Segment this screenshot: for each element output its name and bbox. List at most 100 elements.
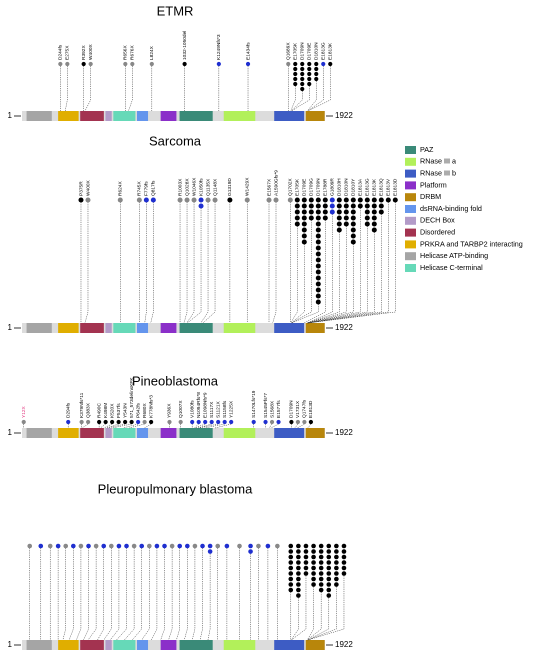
- mutation-dot: [209, 419, 214, 425]
- mutation-dot: [288, 565, 294, 571]
- mutation-dot: [287, 197, 293, 203]
- mutation-dot: [300, 86, 305, 92]
- mutation-dot: [364, 215, 370, 221]
- mutation-head: [162, 543, 167, 549]
- legend-swatch: [405, 240, 416, 249]
- mutation-dot: [322, 209, 328, 215]
- domain-segment: [113, 428, 136, 438]
- axis-end-label: 1922: [335, 111, 353, 120]
- mutation-head: [154, 543, 160, 549]
- mutation-dot: [311, 554, 316, 560]
- mutation-label: E1813V: [386, 178, 392, 196]
- mutation-label: G1319D: [227, 178, 233, 196]
- mutation-dot: [336, 197, 342, 203]
- mutation-dot: [288, 576, 294, 582]
- mutation-head: [276, 419, 281, 425]
- mutation-stem: [307, 202, 389, 324]
- domain-segment: [136, 428, 149, 438]
- mutation-head: [65, 61, 70, 67]
- mutation-dot: [294, 215, 300, 221]
- mutation-label: Q1028X: [184, 178, 190, 196]
- mutation-label: E1813G: [365, 178, 371, 196]
- domain-segment: [223, 428, 256, 438]
- mutation-dot: [293, 81, 298, 87]
- mutation-dot: [294, 197, 300, 203]
- mutation-head: [371, 197, 377, 233]
- mutation-stem: [303, 220, 326, 324]
- domain-segment: [113, 323, 136, 333]
- mutation-stem: [291, 304, 319, 324]
- mutation-dot: [192, 543, 198, 549]
- mutation-label: D1810N: [314, 42, 320, 60]
- mutation-label: E1813G: [321, 42, 327, 60]
- mutation-label: K1050fs: [198, 178, 204, 196]
- mutation-dot: [288, 571, 294, 576]
- mutation-dot: [350, 227, 356, 233]
- mutation-dot: [296, 593, 301, 598]
- mutation-head: [123, 419, 128, 425]
- mutation-stem: [307, 66, 324, 112]
- mutation-dot: [248, 543, 253, 549]
- mutation-dot: [101, 543, 107, 549]
- mutation-dot: [81, 61, 86, 67]
- mutation-label: 571_573delinsKFK: [129, 377, 135, 418]
- mutation-head: [167, 419, 172, 425]
- mutation-head: [191, 197, 197, 203]
- mutation-label: D1709E: [302, 179, 308, 196]
- mutation-head: [124, 543, 129, 549]
- mutation-head: [136, 197, 142, 203]
- domain-segment: [305, 428, 325, 438]
- mutation-dot: [207, 543, 213, 549]
- mutation-dot: [314, 66, 319, 72]
- mutation-dot: [326, 571, 332, 576]
- domain-segment: [105, 111, 112, 121]
- mutation-dot: [296, 587, 301, 593]
- mutation-dot: [315, 215, 321, 221]
- mutation-dot: [334, 565, 339, 571]
- domain-segment: [160, 640, 177, 650]
- legend-swatch: [405, 157, 416, 166]
- mutation-label: E1567X: [266, 178, 272, 196]
- mutation-dot: [326, 549, 332, 554]
- mutation-stem: [109, 548, 120, 641]
- mutation-dot: [343, 215, 349, 221]
- mutation-stem: [194, 423, 199, 429]
- domain-segment: [58, 428, 79, 438]
- mutation-dot: [288, 543, 294, 549]
- mutation-dot: [336, 203, 342, 209]
- legend-swatch: [405, 216, 416, 225]
- mutation-stem: [197, 423, 212, 429]
- mutation-dot: [110, 419, 115, 425]
- mutation-dot: [124, 543, 129, 549]
- mutation-label: R392X: [81, 45, 87, 60]
- mutation-label: D294fs: [65, 402, 71, 418]
- domain-segment: [105, 640, 112, 650]
- mutation-label: D1709N: [316, 178, 322, 196]
- mutation-dot: [136, 197, 142, 203]
- mutation-label: N1094Rfs*8: [196, 392, 202, 418]
- domain-segment: [223, 640, 256, 650]
- mutation-head: [275, 543, 280, 549]
- legend-label: PAZ: [420, 145, 434, 154]
- mutation-label: S1470Lfs*19: [251, 390, 257, 418]
- mutation-dot: [371, 209, 377, 215]
- mutation-head: [58, 61, 63, 67]
- mutation-stem: [116, 548, 127, 641]
- mutation-dot: [334, 582, 339, 587]
- domain-segment: [80, 323, 104, 333]
- mutation-dot: [322, 203, 328, 209]
- mutation-label: V1731X: [295, 400, 301, 418]
- mutation-stem: [186, 202, 195, 324]
- mutation-label: Y936X: [167, 403, 173, 418]
- mutation-stem: [111, 423, 132, 429]
- mutation-dot: [109, 543, 114, 549]
- mutation-label: R1003X: [177, 178, 183, 196]
- mutation-dot: [322, 197, 328, 203]
- domain-segment: [223, 111, 256, 121]
- mutation-head: [93, 543, 99, 549]
- mutation-head: [245, 61, 251, 67]
- mutation-dot: [266, 197, 272, 203]
- mutation-head: [248, 543, 253, 554]
- legend-swatch: [405, 193, 416, 202]
- mutation-dot: [97, 419, 102, 425]
